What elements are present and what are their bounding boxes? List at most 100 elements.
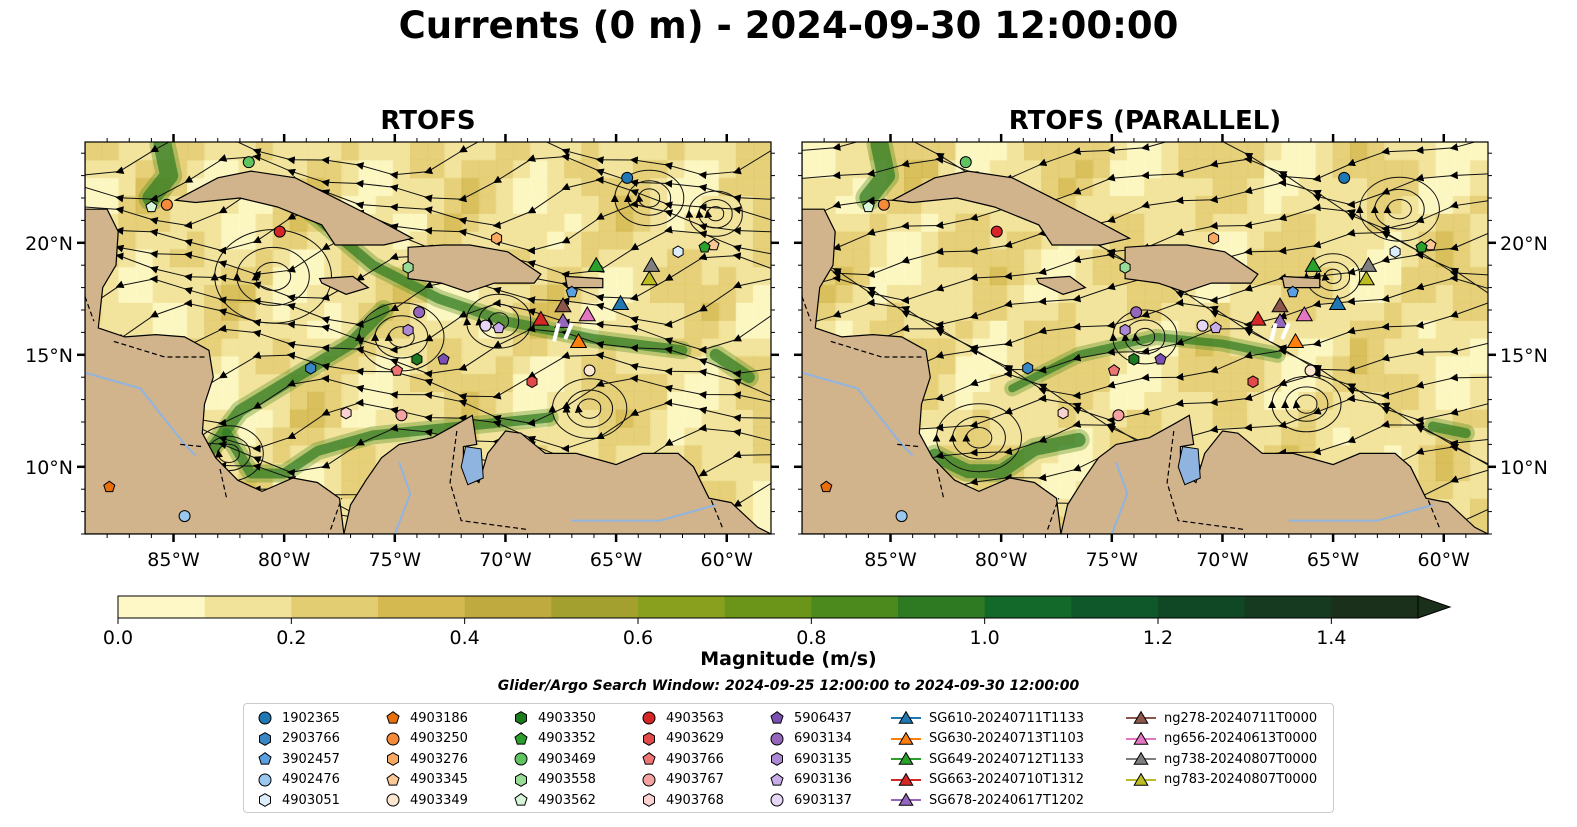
map-frame	[84, 141, 772, 535]
country-border	[219, 468, 228, 499]
float-3902457	[1286, 285, 1299, 298]
glider-ng738-20240807T0000	[642, 256, 661, 272]
float-4903186	[103, 480, 116, 493]
legend-column: SG610-20240711T1133 SG630-20240713T1103 SG…	[889, 708, 1084, 811]
colorbar-segment	[204, 596, 292, 618]
legend-entry: 4903051	[254, 790, 340, 811]
legend-entry: 4903563	[638, 708, 724, 729]
legend-label: 4903766	[666, 751, 724, 767]
legend-marker-circle	[642, 711, 656, 725]
lake-maracaibo	[1177, 446, 1201, 486]
country-border	[1166, 430, 1245, 531]
legend-marker	[386, 711, 400, 724]
float-1902365	[621, 171, 634, 184]
colorbar-tick-label: 1.4	[1316, 627, 1346, 649]
glider-SG649-20240712T1133	[587, 256, 605, 272]
x-tick-label: 65°W	[1307, 549, 1360, 571]
colorbar-segment	[898, 596, 986, 618]
float-6903135	[1119, 323, 1131, 337]
legend-marker-triangle	[1126, 751, 1156, 766]
legend-marker	[258, 773, 272, 787]
legend-entry: 4903250	[382, 729, 468, 750]
legend-marker	[514, 793, 528, 806]
legend-entry: 6903135	[766, 749, 852, 770]
y-tick-label: 10°N	[25, 457, 73, 479]
legend-marker	[1133, 751, 1149, 766]
land-puertorico	[564, 275, 604, 289]
legend-entry: 1902365	[254, 708, 340, 729]
legend-marker	[642, 711, 656, 725]
float-2903766	[1022, 361, 1034, 375]
glider-SG663-20240710T1312	[1249, 310, 1267, 326]
glider-SG610-20240711T1133	[611, 294, 630, 310]
glider-SG630-20240713T1103	[569, 332, 588, 348]
float-4903352	[1415, 240, 1428, 253]
legend-marker	[259, 793, 271, 808]
legend-marker	[1133, 731, 1149, 745]
legend-entry: 4903349	[382, 790, 468, 811]
y-tick-label: 15°N	[25, 345, 73, 367]
x-tick-label: 70°W	[1196, 549, 1249, 571]
legend-marker	[770, 732, 784, 746]
legend-entry: ng738-20240807T0000	[1124, 749, 1317, 770]
land-southAm	[343, 414, 771, 534]
legend-marker-circle	[770, 732, 784, 746]
legend-label: 4902476	[282, 772, 340, 788]
land-jamaica	[1035, 275, 1087, 295]
legend-label: 1902365	[282, 710, 340, 726]
land-jamaica	[318, 275, 370, 295]
legend-marker-triangle	[891, 792, 921, 807]
legend-marker	[1133, 772, 1149, 786]
legend-label: 6903135	[794, 751, 852, 767]
legend-label: 3902457	[282, 751, 340, 767]
legend-label: 6903136	[794, 772, 852, 788]
legend-label: ng656-20240613T0000	[1164, 731, 1318, 747]
country-border	[830, 340, 924, 358]
colorbar-segment	[638, 596, 726, 618]
legend-column: ng278-20240711T0000 ng656-20240613T0000 ng…	[1124, 708, 1317, 790]
colorbar-segment	[464, 596, 552, 618]
float-4903629	[526, 375, 538, 389]
legend-entry: 4903767	[638, 770, 724, 791]
colorbar-tick-label: 0.0	[103, 627, 133, 649]
x-tick-label: 70°W	[479, 549, 532, 571]
colorbar-segment	[811, 596, 899, 618]
float-4903186	[820, 480, 833, 493]
glider-ng278-20240711T0000	[554, 297, 572, 313]
legend-marker-pentagon	[514, 793, 528, 806]
legend-marker-pentagon	[386, 772, 400, 786]
legend-entry: 6903134	[766, 729, 852, 750]
map-panel-rtofs-parallel: 85°W 80°W 75°W 70°W 65°W 60°W 10°N 15°N 20°N	[794, 134, 1548, 571]
legend-column: 4903563 4903629 4903766 4903767 4903768	[638, 708, 724, 811]
float-4903469	[959, 156, 972, 169]
legend-label: SG649-20240712T1133	[929, 751, 1085, 767]
legend-entry: 4903766	[638, 749, 724, 770]
legend-entry: 5906437	[766, 708, 852, 729]
legend-marker-circle	[386, 732, 400, 746]
glider-ng278-20240711T0000	[1271, 297, 1289, 313]
legend-marker-pentagon	[642, 752, 656, 765]
glider-SG630-20240713T1103	[1286, 332, 1305, 348]
legend-label: SG678-20240617T1202	[929, 792, 1085, 808]
legend-marker-triangle	[1126, 731, 1156, 745]
y-tick-label: 15°N	[1500, 345, 1548, 367]
legend-marker	[642, 752, 656, 765]
colorbar-segment	[1158, 596, 1246, 618]
legend-label: 4903768	[666, 792, 724, 808]
panel-title-rtofs-parallel: RTOFS (PARALLEL)	[1008, 106, 1282, 136]
legend-entry: ng783-20240807T0000	[1124, 770, 1317, 791]
legend-marker-triangle	[891, 751, 921, 766]
float-6903136	[1209, 321, 1222, 334]
legend-marker	[258, 752, 272, 765]
legend-marker-hexagon	[259, 793, 271, 808]
colorbar-segment	[551, 596, 639, 618]
legend-marker	[642, 773, 656, 787]
country-border	[449, 430, 528, 531]
figure-title: Currents (0 m) - 2024-09-30 12:00:00	[398, 4, 1179, 47]
country-border	[180, 443, 203, 448]
legend-entry: 2903766	[254, 729, 340, 750]
float-6903136	[492, 321, 505, 334]
x-tick-label: 85°W	[864, 549, 917, 571]
legend-entry: SG610-20240711T1133	[889, 708, 1084, 729]
colorbar-label: Magnitude (m/s)	[700, 648, 877, 670]
